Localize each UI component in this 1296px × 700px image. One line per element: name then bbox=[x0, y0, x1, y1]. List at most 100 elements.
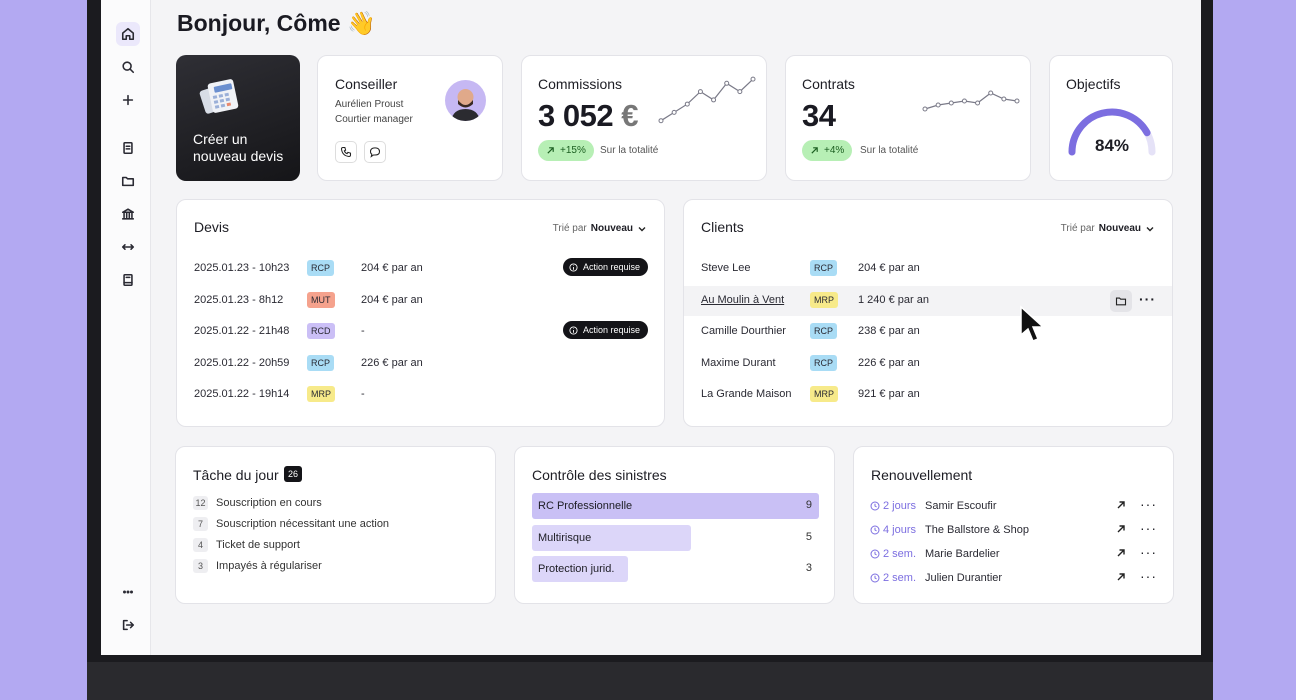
renewal-row[interactable]: 2 jours Samir Escoufir ··· bbox=[870, 496, 1156, 520]
home-icon[interactable] bbox=[116, 22, 140, 46]
renewal-due-label: 2 jours bbox=[883, 500, 917, 512]
product-tag: RCP bbox=[307, 354, 335, 371]
logout-icon[interactable] bbox=[116, 613, 140, 637]
open-folder-button[interactable] bbox=[1110, 289, 1132, 312]
commissions-sparkline bbox=[658, 76, 756, 124]
claim-label: Protection jurid. bbox=[538, 563, 615, 575]
info-icon bbox=[569, 262, 578, 272]
quote-row[interactable]: 2025.01.22 - 21h48 RCD - Action requise bbox=[177, 317, 664, 347]
search-icon[interactable] bbox=[116, 55, 140, 79]
quote-amount: - bbox=[361, 325, 365, 337]
sparkline-point bbox=[671, 109, 677, 115]
action-required-badge[interactable]: Action requise bbox=[562, 321, 648, 339]
more-options-icon[interactable]: ··· bbox=[1140, 568, 1157, 584]
contracts-change-badge: +4% bbox=[802, 140, 853, 161]
book-icon[interactable] bbox=[116, 268, 140, 292]
claims-card: Contrôle des sinistres RC Professionnell… bbox=[514, 446, 835, 604]
client-row[interactable]: Maxime Durant RCP 226 € par an bbox=[684, 349, 1172, 379]
action-required-label: Action requise bbox=[582, 325, 640, 335]
claim-bar[interactable]: RC Professionnelle bbox=[532, 493, 819, 519]
message-button[interactable] bbox=[364, 141, 386, 163]
client-name[interactable]: Steve Lee bbox=[701, 262, 751, 274]
clients-sort-dropdown[interactable]: Trié par Nouveau bbox=[1061, 223, 1155, 234]
sort-value: Nouveau bbox=[1098, 223, 1141, 234]
commissions-title: Commissions bbox=[538, 76, 623, 92]
open-arrow-icon[interactable] bbox=[1116, 572, 1126, 582]
plus-icon[interactable] bbox=[116, 88, 140, 112]
sort-value: Nouveau bbox=[590, 223, 633, 234]
task-item[interactable]: 3 Impayés à régulariser bbox=[193, 559, 322, 573]
quote-date: 2025.01.22 - 21h48 bbox=[194, 325, 290, 337]
document-icon[interactable] bbox=[116, 136, 140, 160]
create-quote-label-1: Créer un bbox=[193, 131, 248, 147]
more-options-icon[interactable]: ··· bbox=[1139, 290, 1156, 307]
tasks-card: Tâche du jour 26 12 Souscription en cours… bbox=[175, 446, 496, 604]
quote-date: 2025.01.22 - 19h14 bbox=[194, 388, 290, 400]
renewal-due-label: 4 jours bbox=[883, 524, 917, 536]
client-amount: 1 240 € par an bbox=[858, 293, 929, 306]
more-icon[interactable] bbox=[116, 580, 140, 604]
quotes-sort-dropdown[interactable]: Trié par Nouveau bbox=[553, 223, 647, 234]
task-item[interactable]: 4 Ticket de support bbox=[193, 538, 300, 552]
renewal-name: Julien Durantier bbox=[925, 572, 1003, 584]
task-label: Ticket de support bbox=[216, 539, 300, 551]
product-tag: RCD bbox=[307, 323, 335, 339]
task-item[interactable]: 12 Souscription en cours bbox=[193, 496, 322, 510]
client-row[interactable]: Camille Dourthier RCP 238 € par an bbox=[684, 317, 1172, 347]
create-quote-label-2: nouveau devis bbox=[193, 148, 284, 164]
sparkline-point bbox=[737, 89, 743, 95]
claim-count: 3 bbox=[805, 562, 812, 574]
sidebar bbox=[101, 0, 151, 655]
quote-row[interactable]: 2025.01.23 - 10h23 RCP 204 € par an Action … bbox=[177, 254, 664, 284]
open-arrow-icon[interactable] bbox=[1116, 524, 1126, 534]
client-name[interactable]: Camille Dourthier bbox=[701, 325, 786, 337]
open-arrow-icon[interactable] bbox=[1116, 548, 1126, 558]
client-name[interactable]: La Grande Maison bbox=[701, 388, 792, 400]
info-icon bbox=[569, 325, 578, 335]
clock-icon bbox=[870, 573, 880, 583]
client-row[interactable]: Au Moulin à Vent MRP 1 240 € par an ··· bbox=[684, 285, 1172, 316]
client-row[interactable]: Steve Lee RCP 204 € par an bbox=[684, 254, 1172, 284]
tasks-title: Tâche du jour bbox=[193, 467, 279, 483]
quote-row[interactable]: 2025.01.22 - 19h14 MRP - bbox=[177, 380, 664, 410]
renewal-row[interactable]: 2 sem. Marie Bardelier ··· bbox=[870, 544, 1156, 568]
device-bottom bbox=[87, 662, 1213, 700]
client-amount: 204 € par an bbox=[858, 262, 920, 274]
product-tag: MRP bbox=[810, 386, 838, 402]
action-required-badge[interactable]: Action requise bbox=[562, 258, 648, 276]
folder-icon[interactable] bbox=[116, 169, 140, 193]
sparkline-point bbox=[1001, 96, 1007, 102]
task-item[interactable]: 7 Souscription nécessitant une action bbox=[193, 517, 389, 531]
client-row[interactable]: La Grande Maison MRP 921 € par an bbox=[684, 380, 1172, 410]
open-arrow-icon[interactable] bbox=[1116, 500, 1126, 510]
quote-row[interactable]: 2025.01.23 - 8h12 MUT 204 € par an bbox=[177, 286, 664, 316]
commissions-change: +15% bbox=[560, 145, 586, 156]
renewal-row[interactable]: 2 sem. Julien Durantier ··· bbox=[870, 568, 1156, 592]
quote-row[interactable]: 2025.01.22 - 20h59 RCP 226 € par an bbox=[177, 349, 664, 379]
claim-bar[interactable]: Multirisque bbox=[532, 524, 692, 551]
claim-label: RC Professionnelle bbox=[538, 500, 633, 512]
contracts-change: +4% bbox=[824, 145, 845, 156]
create-quote-button[interactable]: Créer un nouveau devis bbox=[176, 55, 300, 181]
claim-bar[interactable]: Protection jurid. bbox=[532, 556, 628, 582]
claim-count: 9 bbox=[805, 499, 812, 511]
renewal-row[interactable]: 4 jours The Ballstore & Shop ··· bbox=[870, 520, 1156, 544]
quote-date: 2025.01.22 - 20h59 bbox=[194, 356, 290, 369]
more-options-icon[interactable]: ··· bbox=[1140, 496, 1157, 512]
transfer-icon[interactable] bbox=[116, 235, 140, 259]
chevron-down-icon bbox=[1146, 226, 1154, 231]
folder-icon bbox=[1115, 296, 1127, 305]
client-name[interactable]: Maxime Durant bbox=[701, 356, 776, 369]
client-name[interactable]: Au Moulin à Vent bbox=[701, 293, 785, 306]
arrow-up-right-icon bbox=[811, 147, 818, 154]
renewals-card: Renouvellement 2 jours Samir Escoufir ··· 4… bbox=[853, 446, 1174, 604]
product-tag: MRP bbox=[307, 386, 335, 402]
contracts-card: Contrats 34 +4% Sur la totalité bbox=[785, 55, 1031, 181]
sparkline-point bbox=[711, 97, 717, 103]
phone-button[interactable] bbox=[335, 141, 357, 163]
more-options-icon[interactable]: ··· bbox=[1140, 544, 1157, 560]
clients-title: Clients bbox=[701, 219, 744, 235]
more-options-icon[interactable]: ··· bbox=[1140, 520, 1157, 536]
quote-amount: 204 € par an bbox=[361, 262, 423, 274]
bank-icon[interactable] bbox=[116, 202, 140, 226]
